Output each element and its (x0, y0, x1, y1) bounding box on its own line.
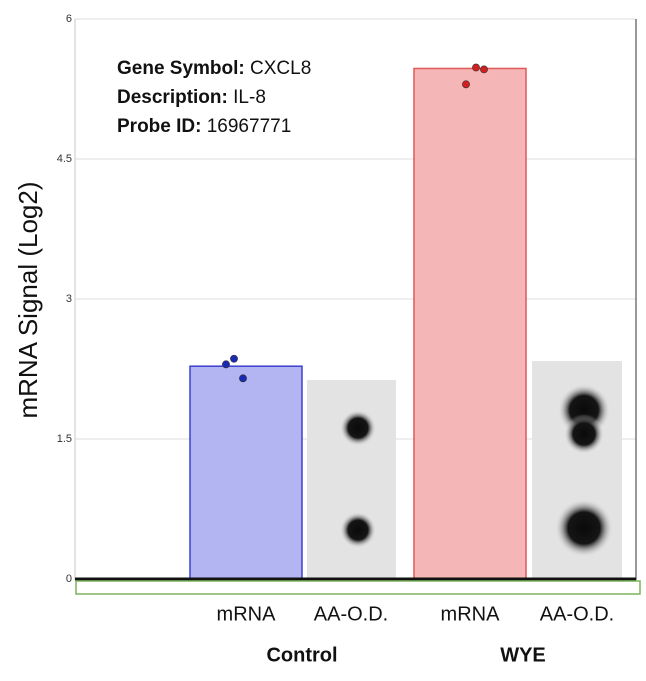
data-point (462, 80, 470, 89)
bar (189, 365, 303, 580)
bar (413, 67, 527, 580)
group-label: WYE (500, 644, 546, 666)
annotation-label: Gene Symbol: (117, 58, 245, 79)
group-label: Control (266, 644, 337, 666)
data-point (472, 63, 480, 72)
y-axis-label: mRNA Signal (Log2) (13, 182, 43, 419)
annotation-label: Description: (117, 87, 228, 108)
annotation-value: IL-8 (233, 87, 266, 108)
data-point (222, 360, 230, 369)
y-tick-label: 6 (66, 13, 72, 25)
y-tick-label: 0 (66, 573, 72, 585)
annotation-line: Gene Symbol: CXCL8 (117, 58, 311, 79)
data-point (230, 354, 238, 363)
x-tick-label: mRNA (441, 603, 501, 625)
blot (532, 361, 622, 579)
annotation-line: Probe ID: 16967771 (117, 116, 291, 137)
annotation: Gene Symbol: CXCL8 Description: IL-8 Probe… (117, 58, 311, 137)
annotation-line: Description: IL-8 (117, 87, 266, 108)
blot (307, 380, 396, 579)
x-tick-label: AA-O.D. (540, 603, 614, 625)
y-tick-label: 1.5 (57, 433, 72, 445)
data-point (239, 374, 247, 383)
annotation-value: CXCL8 (250, 58, 311, 79)
y-tick-label: 3 (66, 293, 72, 305)
y-tick-label: 4.5 (57, 153, 72, 165)
x-tick-label: AA-O.D. (314, 603, 388, 625)
annotation-value: 16967771 (207, 116, 292, 137)
x-axis-box (75, 580, 641, 595)
annotation-label: Probe ID: (117, 116, 201, 137)
x-tick-label: mRNA (217, 603, 277, 625)
data-point (480, 65, 488, 74)
